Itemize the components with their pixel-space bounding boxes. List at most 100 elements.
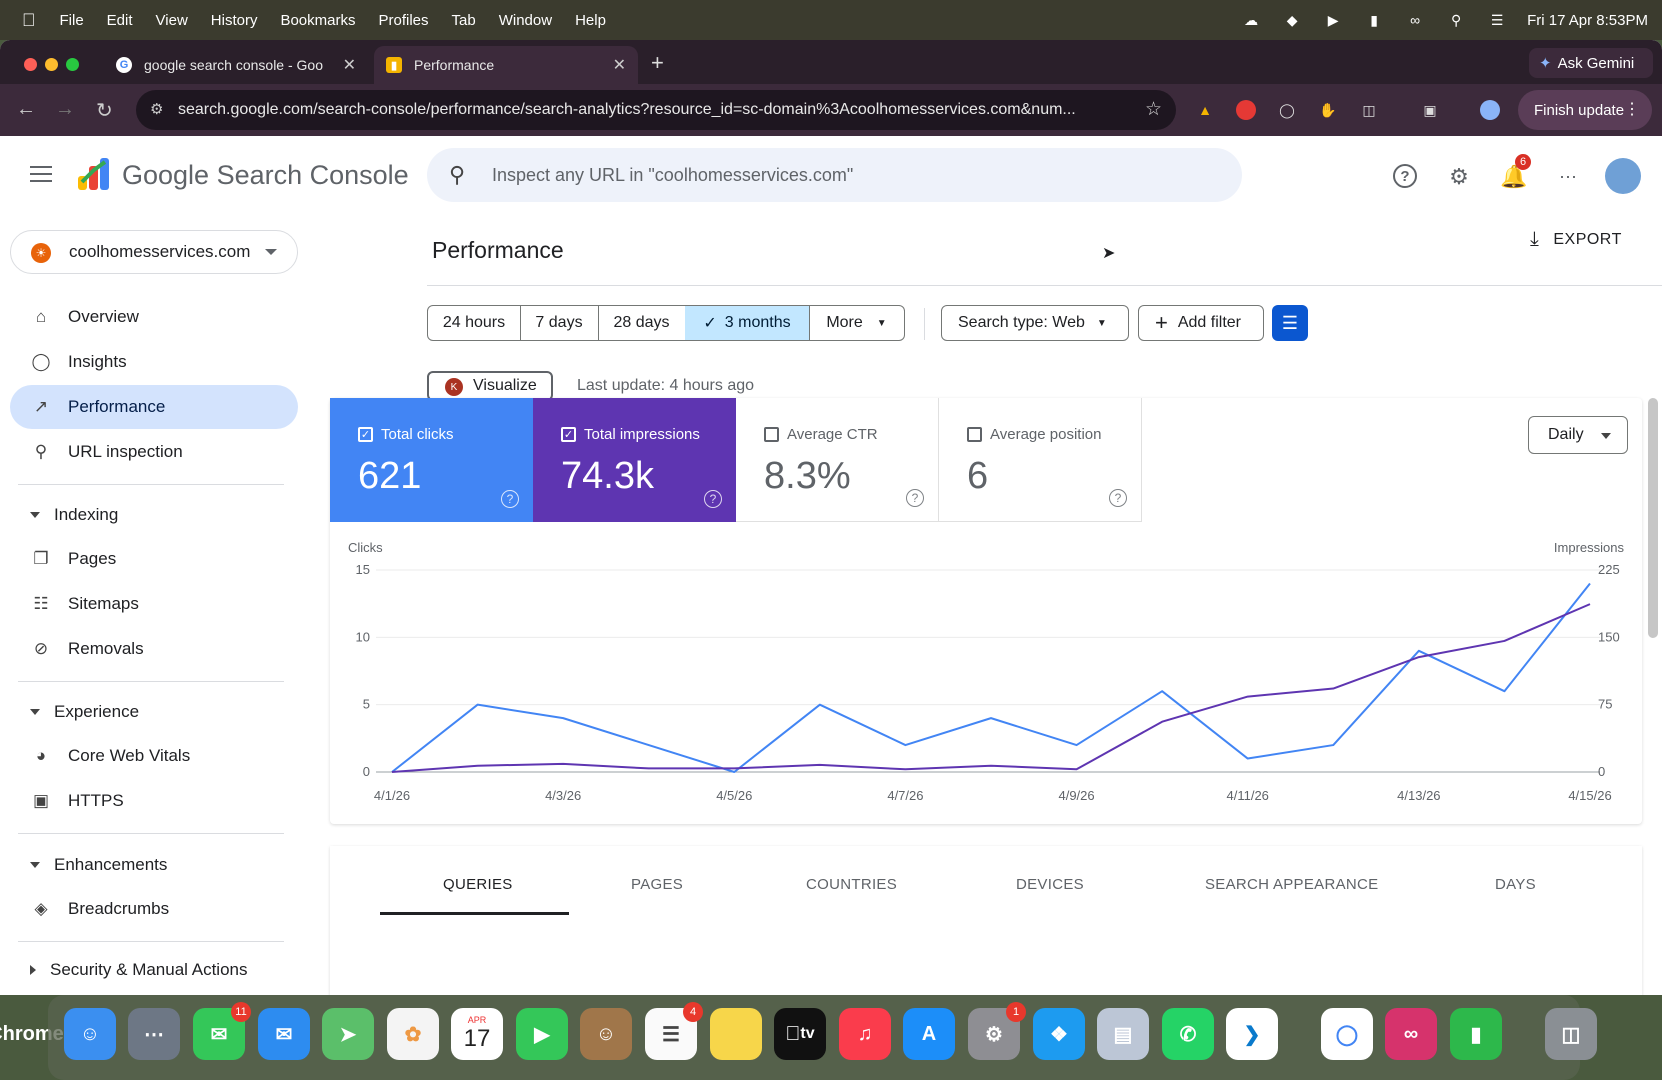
more-vert-icon[interactable]: ⋮ <box>1624 101 1640 118</box>
hand-extension-icon[interactable]: ✋ <box>1319 101 1337 118</box>
sidebar-item-core-web-vitals[interactable]: ◕ Core Web Vitals <box>10 734 298 778</box>
close-tab-icon[interactable]: ✕ <box>612 57 626 74</box>
range-7-days[interactable]: 7 days <box>520 305 599 341</box>
notes-icon[interactable] <box>710 1008 762 1060</box>
close-tab-icon[interactable]: ✕ <box>342 57 356 74</box>
menubar-clock[interactable]: Fri 17 Apr 8:53PM <box>1527 11 1648 29</box>
ask-gemini-button[interactable]: ✦ Ask Gemini <box>1529 48 1653 78</box>
sidebar-item-insights[interactable]: ◯ Insights <box>10 340 298 384</box>
menu-bookmarks[interactable]: Bookmarks <box>266 11 355 29</box>
metric-card-total-clicks[interactable]: ✓ Total clicks 621 ? <box>330 398 533 522</box>
profile-avatar-icon[interactable] <box>1480 100 1500 120</box>
minimize-window-icon[interactable] <box>45 58 58 71</box>
tab-countries[interactable]: COUNTRIES <box>806 876 898 893</box>
apple-tv-icon[interactable]: tv <box>774 1008 826 1060</box>
maps-icon[interactable]: ➤ <box>322 1008 374 1060</box>
finder-icon[interactable]: ☺ <box>64 1008 116 1060</box>
creative-cloud-icon[interactable]: ∞ <box>1385 1008 1437 1060</box>
tab-days[interactable]: DAYS <box>1495 876 1536 893</box>
help-icon[interactable]: ? <box>1109 489 1127 507</box>
menu-history[interactable]: History <box>197 11 258 29</box>
metric-card-total-impressions[interactable]: ✓ Total impressions 74.3k ? <box>533 398 736 522</box>
music-icon[interactable]: ♫ <box>839 1008 891 1060</box>
help-icon[interactable]: ? <box>906 489 924 507</box>
reload-icon[interactable]: ↻ <box>96 100 113 122</box>
help-icon[interactable]: ? <box>1393 164 1417 188</box>
url-inspect-search-input[interactable]: ⚲ Inspect any URL in "coolhomesservices.… <box>427 148 1242 202</box>
browser-tab-google-search[interactable]: G google search console - Goo ✕ <box>104 46 368 84</box>
sidebar-section-indexing[interactable]: Indexing <box>30 505 118 525</box>
contacts-icon[interactable]: ☺ <box>580 1008 632 1060</box>
menu-view[interactable]: View <box>142 11 188 29</box>
bookmark-star-icon[interactable]: ☆ <box>1144 99 1162 120</box>
menu-tab[interactable]: Tab <box>438 11 476 29</box>
photos-icon[interactable]: ✿ <box>387 1008 439 1060</box>
range-more-dropdown[interactable]: More ▼ <box>809 305 905 341</box>
sidebar-item-removals[interactable]: ⊘ Removals <box>10 627 298 671</box>
checkbox-unchecked-icon[interactable] <box>764 427 779 442</box>
help-icon[interactable]: ? <box>501 490 519 508</box>
diamond-icon[interactable]: ◆ <box>1286 11 1298 28</box>
sidebar-item-overview[interactable]: ⌂ Overview <box>10 295 298 339</box>
sidebar-item-breadcrumbs[interactable]: ◈ Breadcrumbs <box>10 887 298 931</box>
menu-help[interactable]: Help <box>561 11 606 29</box>
menu-file[interactable]: File <box>46 11 84 29</box>
menu-window[interactable]: Window <box>485 11 552 29</box>
forward-arrow-icon[interactable]: → <box>55 98 75 120</box>
checkbox-unchecked-icon[interactable] <box>967 427 982 442</box>
checkbox-checked-icon[interactable]: ✓ <box>358 427 373 442</box>
tab-pages[interactable]: PAGES <box>631 876 684 893</box>
finish-update-button[interactable]: Finish update ⋮ <box>1518 90 1652 130</box>
menu-edit[interactable]: Edit <box>93 11 133 29</box>
address-bar[interactable]: ⚙ search.google.com/search-console/perfo… <box>136 90 1176 130</box>
add-filter-button[interactable]: + Add filter <box>1138 305 1264 341</box>
sidebar-item-url-inspection[interactable]: ⚲ URL inspection <box>10 430 298 474</box>
messages-icon[interactable]: ✉ 11 <box>193 1002 251 1060</box>
tab-search-appearance[interactable]: SEARCH APPEARANCE <box>1205 876 1379 893</box>
trash-icon[interactable]: ◫ <box>1545 1008 1597 1060</box>
link-icon[interactable]: ∞ <box>1410 12 1421 28</box>
new-tab-icon[interactable]: + <box>651 50 664 75</box>
play-icon[interactable]: ▶ <box>1327 11 1339 28</box>
menu-profiles[interactable]: Profiles <box>364 11 428 29</box>
sidebar-section-security[interactable]: Security & Manual Actions <box>30 960 247 980</box>
gsc-logo[interactable]: Google Search Console <box>76 158 409 192</box>
close-window-icon[interactable] <box>24 58 37 71</box>
site-info-icon[interactable]: ⚙ <box>150 101 164 118</box>
tab-devices[interactable]: DEVICES <box>1016 876 1084 893</box>
vscode-icon[interactable]: ❯ <box>1226 1008 1278 1060</box>
scrollbar[interactable] <box>1648 398 1658 638</box>
preview-icon[interactable]: ▤ <box>1097 1008 1149 1060</box>
browser-tab-performance[interactable]: ▮ Performance ✕ <box>374 46 638 84</box>
menu-app-name[interactable]: Chrome <box>0 1022 64 1045</box>
safari-icon[interactable]: ❖ <box>1033 1008 1085 1060</box>
calendar-icon[interactable]: APR 17 <box>451 1008 503 1060</box>
sidebar-section-enhancements[interactable]: Enhancements <box>30 855 167 875</box>
apps-grid-icon[interactable]: ⋯ <box>1559 166 1577 187</box>
chrome-icon[interactable]: ◯ <box>1321 1008 1373 1060</box>
sidebar-item-sitemaps[interactable]: ☷ Sitemaps <box>10 582 298 626</box>
help-icon[interactable]: ? <box>704 490 722 508</box>
tab-search-icon[interactable]: ▣ <box>1423 101 1437 118</box>
numbers-icon[interactable]: ▮ <box>1450 1008 1502 1060</box>
tab-queries[interactable]: QUERIES <box>443 876 513 893</box>
metric-card-average-position[interactable]: Average position 6 ? <box>939 398 1142 522</box>
sidebar-item-performance[interactable]: ↗ Performance <box>10 385 298 429</box>
whatsapp-icon[interactable]: ✆ <box>1162 1008 1214 1060</box>
range-28-days[interactable]: 28 days <box>598 305 686 341</box>
mouse-extension-icon[interactable]: ◯ <box>1279 101 1295 118</box>
battery-icon[interactable]: ▮ <box>1370 11 1378 28</box>
chart-extension-icon[interactable]: ▲ <box>1198 102 1212 118</box>
app-store-icon[interactable]: A <box>903 1008 955 1060</box>
system-settings-icon[interactable]: ⚙ 1 <box>968 1002 1026 1060</box>
sidebar-item-https[interactable]: ▣ HTTPS <box>10 779 298 823</box>
notifications-bell-icon[interactable]: 🔔 6 <box>1500 154 1531 190</box>
facetime-icon[interactable]: ▶ <box>516 1008 568 1060</box>
search-type-dropdown[interactable]: Search type: Web ▼ <box>941 305 1129 341</box>
manage-users-icon[interactable]: ⚙ <box>1449 164 1469 189</box>
sidebar-section-experience[interactable]: Experience <box>30 702 139 722</box>
control-center-icon[interactable]: ☰ <box>1490 11 1504 28</box>
puzzle-extensions-icon[interactable]: ◫ <box>1362 101 1376 118</box>
checkbox-checked-icon[interactable]: ✓ <box>561 427 576 442</box>
visualize-button[interactable]: K Visualize <box>427 371 553 401</box>
